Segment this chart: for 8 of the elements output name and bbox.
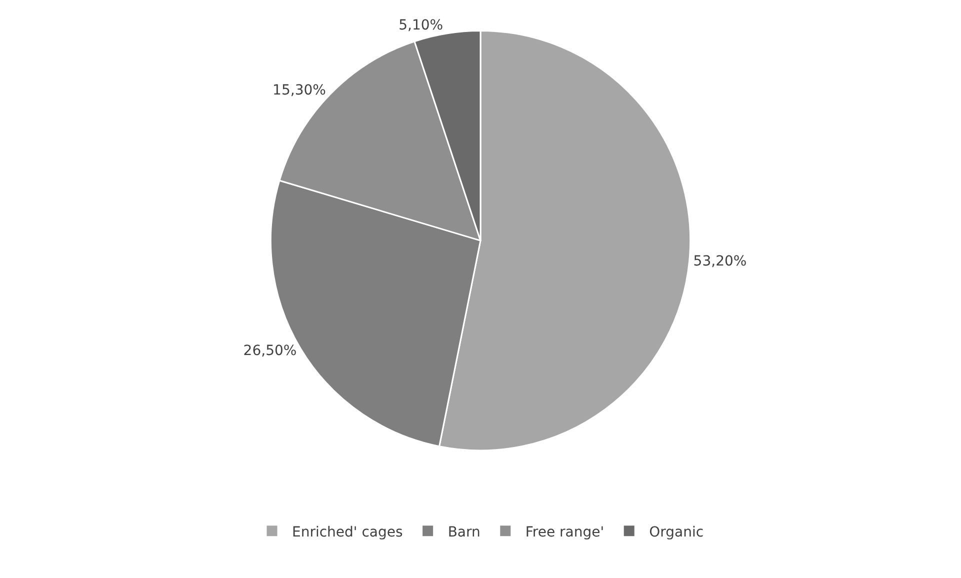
legend-label: Barn [448, 524, 480, 540]
data-label: 15,30% [272, 82, 326, 99]
data-label: 53,20% [693, 253, 747, 270]
data-label: 26,50% [243, 342, 297, 359]
legend-label: Enriched' cages [292, 524, 403, 540]
legend-label: Organic [649, 524, 704, 540]
legend-label: Free range' [525, 524, 604, 540]
data-label: 5,10% [398, 18, 444, 34]
